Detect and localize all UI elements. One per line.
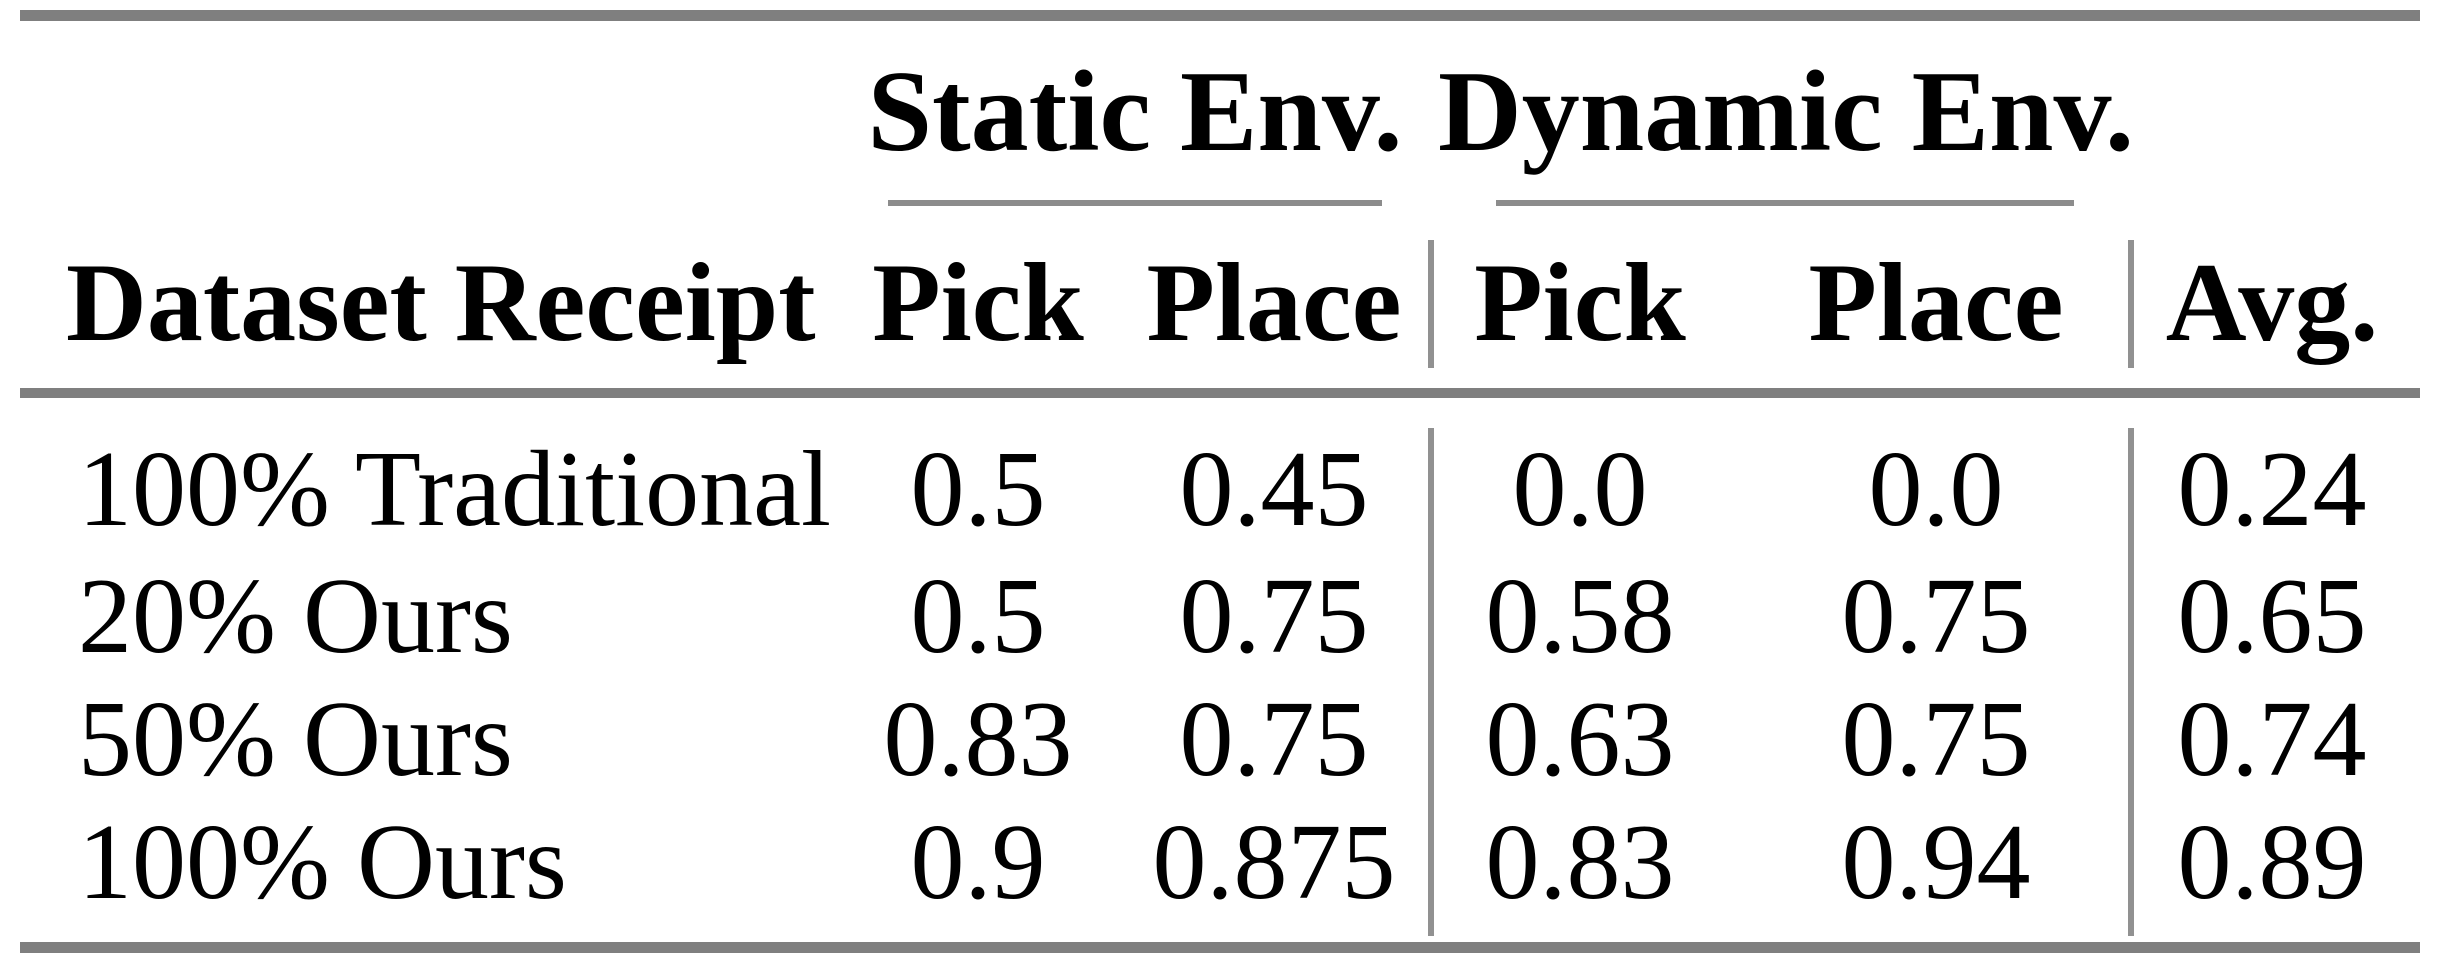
table-cell: 0.83 [883,680,1073,799]
column-header-dynamic-place: Place [1808,241,2064,365]
table-cell: 0.74 [2177,680,2367,799]
table-cell: 0.0 [1868,430,2004,549]
row-label: 100% Traditional [78,430,832,549]
table-cell: 0.45 [1179,430,1369,549]
column-header-dataset-receipt: Dataset Receipt [66,241,816,365]
vertical-separator-static-dynamic-body [1428,428,1434,936]
column-header-static-place: Place [1146,241,1402,365]
table-cell: 0.89 [2177,803,2367,922]
dynamic-env-cmidrule [1496,200,2074,206]
group-header-static-env: Static Env. [867,48,1403,176]
row-label: 20% Ours [78,557,513,676]
column-header-dynamic-pick: Pick [1474,241,1686,365]
table-cell: 0.5 [910,430,1046,549]
table-top-rule [20,10,2420,21]
table-cell: 0.75 [1179,557,1369,676]
table-cell: 0.58 [1485,557,1675,676]
static-env-cmidrule [888,200,1382,206]
header-separator-rule [20,388,2420,398]
vertical-separator-static-dynamic-header [1428,240,1434,368]
table-cell: 0.75 [1841,557,2031,676]
table-cell: 0.94 [1841,803,2031,922]
column-header-avg: Avg. [2165,241,2379,365]
row-label: 100% Ours [78,803,567,922]
row-label: 50% Ours [78,680,513,799]
column-header-static-pick: Pick [872,241,1084,365]
table-cell: 0.63 [1485,680,1675,799]
table-cell: 0.0 [1512,430,1648,549]
table-cell: 0.875 [1152,803,1396,922]
vertical-separator-dynamic-avg-header [2128,240,2134,368]
table-cell: 0.83 [1485,803,1675,922]
table-bottom-rule [20,942,2420,953]
table-cell: 0.24 [2177,430,2367,549]
table-cell: 0.5 [910,557,1046,676]
table-cell: 0.75 [1841,680,2031,799]
table-cell: 0.75 [1179,680,1369,799]
vertical-separator-dynamic-avg-body [2128,428,2134,936]
table-cell: 0.65 [2177,557,2367,676]
table-cell: 0.9 [910,803,1046,922]
group-header-dynamic-env: Dynamic Env. [1437,48,2135,176]
